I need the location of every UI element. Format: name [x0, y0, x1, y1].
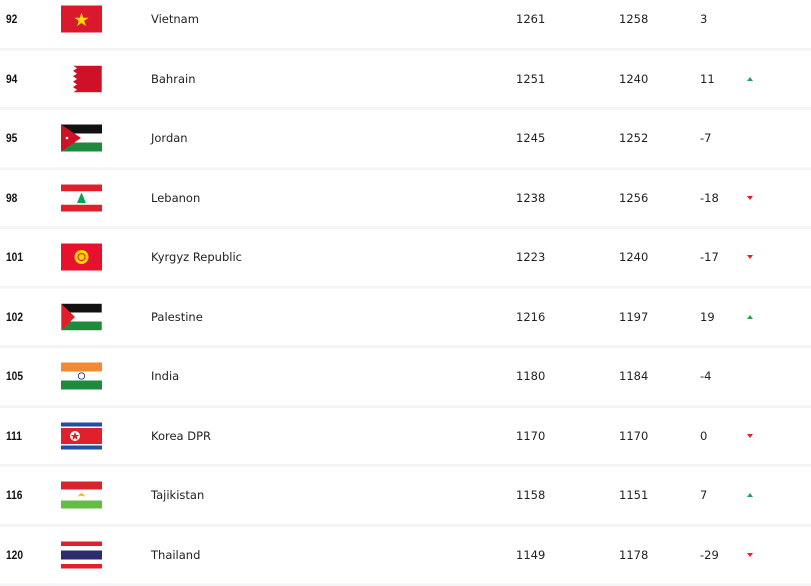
previous-points: 1184 — [619, 369, 648, 383]
team-name[interactable]: Tajikistan — [151, 488, 204, 502]
table-row[interactable]: 95 Jordan 1245 1252 -7 — [0, 110, 811, 170]
jordan-flag-icon — [61, 125, 102, 152]
lebanon-flag-icon — [61, 184, 102, 211]
trend-down-icon — [747, 434, 753, 438]
points-change: -29 — [700, 548, 719, 562]
total-points: 1170 — [516, 429, 545, 443]
table-row[interactable]: 92 Vietnam 1261 1258 3 — [0, 0, 811, 51]
points-change: 19 — [700, 310, 715, 324]
table-row[interactable]: 101 Kyrgyz Republic 1223 1240 -17 — [0, 229, 811, 289]
table-row[interactable]: 105 India 1180 1184 -4 — [0, 348, 811, 408]
india-flag-icon — [61, 363, 102, 390]
rank: 111 — [6, 429, 22, 443]
previous-points: 1256 — [619, 191, 648, 205]
rank: 95 — [6, 131, 17, 145]
tajikistan-flag-icon — [61, 482, 102, 509]
total-points: 1149 — [516, 548, 545, 562]
trend-down-icon — [747, 255, 753, 259]
previous-points: 1258 — [619, 12, 648, 26]
total-points: 1223 — [516, 250, 545, 264]
rank: 101 — [6, 250, 23, 264]
thailand-flag-icon — [61, 541, 102, 568]
points-change: -18 — [700, 191, 719, 205]
table-row[interactable]: 120 Thailand 1149 1178 -29 — [0, 527, 811, 586]
table-row[interactable]: 116 Tajikistan 1158 1151 7 — [0, 467, 811, 527]
team-name[interactable]: Bahrain — [151, 72, 195, 86]
team-name[interactable]: Jordan — [151, 131, 188, 145]
previous-points: 1170 — [619, 429, 648, 443]
team-name[interactable]: Thailand — [151, 548, 200, 562]
team-name[interactable]: Vietnam — [151, 12, 199, 26]
points-change: -17 — [700, 250, 719, 264]
points-change: 11 — [700, 72, 715, 86]
table-row[interactable]: 94 Bahrain 1251 1240 11 — [0, 51, 811, 111]
points-change: 7 — [700, 488, 707, 502]
points-change: -7 — [700, 131, 711, 145]
rank: 102 — [6, 310, 23, 324]
points-change: 3 — [700, 12, 707, 26]
trend-up-icon — [747, 77, 753, 81]
previous-points: 1252 — [619, 131, 648, 145]
points-change: -4 — [700, 369, 711, 383]
rank: 94 — [6, 72, 17, 86]
rank: 92 — [6, 12, 17, 26]
previous-points: 1240 — [619, 72, 648, 86]
table-row[interactable]: 98 Lebanon 1238 1256 -18 — [0, 170, 811, 230]
previous-points: 1151 — [619, 488, 648, 502]
vietnam-flag-icon — [61, 6, 102, 33]
total-points: 1251 — [516, 72, 545, 86]
team-name[interactable]: India — [151, 369, 179, 383]
points-change: 0 — [700, 429, 707, 443]
trend-up-icon — [747, 315, 753, 319]
team-name[interactable]: Kyrgyz Republic — [151, 250, 242, 264]
total-points: 1238 — [516, 191, 545, 205]
team-name[interactable]: Palestine — [151, 310, 203, 324]
rank: 105 — [6, 369, 23, 383]
previous-points: 1240 — [619, 250, 648, 264]
total-points: 1245 — [516, 131, 545, 145]
rank: 98 — [6, 191, 17, 205]
previous-points: 1197 — [619, 310, 648, 324]
total-points: 1261 — [516, 12, 545, 26]
total-points: 1216 — [516, 310, 545, 324]
team-name[interactable]: Korea DPR — [151, 429, 211, 443]
total-points: 1158 — [516, 488, 545, 502]
bahrain-flag-icon — [61, 65, 102, 92]
trend-down-icon — [747, 196, 753, 200]
total-points: 1180 — [516, 369, 545, 383]
palestine-flag-icon — [61, 303, 102, 330]
korea-dpr-flag-icon — [61, 422, 102, 449]
table-row[interactable]: 111 Korea DPR 1170 1170 0 — [0, 408, 811, 468]
team-name[interactable]: Lebanon — [151, 191, 200, 205]
kyrgyz-republic-flag-icon — [61, 244, 102, 271]
trend-up-icon — [747, 493, 753, 497]
previous-points: 1178 — [619, 548, 648, 562]
rank: 116 — [6, 488, 22, 502]
trend-down-icon — [747, 553, 753, 557]
table-row[interactable]: 102 Palestine 1216 1197 19 — [0, 289, 811, 349]
rank: 120 — [6, 548, 23, 562]
